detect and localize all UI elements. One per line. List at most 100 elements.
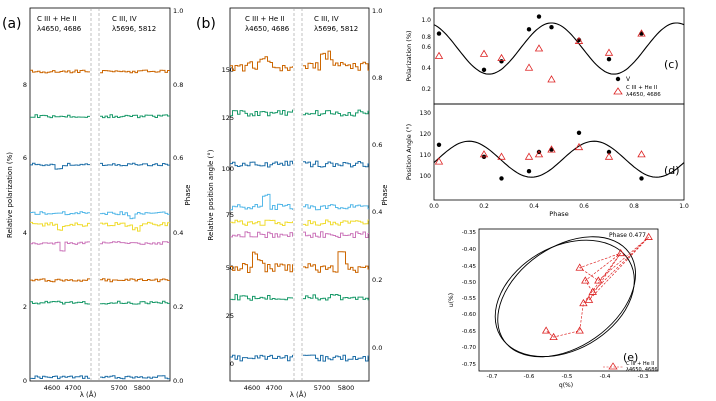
panel-b-phase-tick: 0.6 bbox=[372, 141, 382, 149]
panel-a-phase-tick: 1.0 bbox=[173, 7, 183, 15]
panel-c-ylabel: Polarization (%) bbox=[405, 30, 413, 81]
panel-a-ytick: 6 bbox=[23, 154, 27, 162]
panel-d-xtick: 0.6 bbox=[579, 203, 589, 210]
panel-e-ytick: -0.65 bbox=[462, 329, 477, 335]
panel-d-ylabel: Position Angle (°) bbox=[405, 124, 413, 180]
panel-e-point bbox=[594, 276, 603, 284]
spectrum-a-right bbox=[100, 375, 170, 380]
panel-e-point bbox=[581, 276, 590, 284]
panel-e-ytick: -0.40 bbox=[462, 247, 477, 253]
spectrum-a-left bbox=[30, 241, 90, 252]
panel-b-phase-tick: 0.4 bbox=[372, 208, 382, 216]
panel-e-ytick: -0.60 bbox=[462, 312, 477, 318]
spectrum-b-right bbox=[303, 231, 369, 238]
panel-c-v-point bbox=[536, 14, 542, 19]
panel-c-line-point bbox=[497, 53, 506, 62]
panel-a-frame bbox=[29, 7, 171, 382]
panel-e-xtick: -0.4 bbox=[600, 374, 611, 380]
panel-b-spectra bbox=[230, 50, 369, 362]
panel-a-right-label: C III, IV bbox=[112, 15, 137, 23]
panel-d-xtick: 0.0 bbox=[429, 203, 439, 210]
panel-b-left-label: C III + He II bbox=[245, 15, 285, 23]
panel-a-xtick: 4700 bbox=[65, 384, 82, 392]
spectrum-b-left bbox=[230, 160, 293, 168]
spectrum-b-left bbox=[230, 251, 293, 273]
spectrum-a-right bbox=[100, 300, 170, 305]
panel-a-phase-tick: 0.2 bbox=[173, 303, 183, 311]
spectrum-a-left bbox=[30, 221, 90, 231]
panel-a: (a) C III + He II λ4650, 4686 C III, IV … bbox=[2, 7, 192, 399]
spectrum-b-right bbox=[303, 219, 369, 226]
panel-d-line-point bbox=[534, 150, 544, 158]
spectrum-a-left bbox=[30, 375, 90, 380]
panel-b-xlabel: λ (Å) bbox=[290, 390, 307, 399]
spectrum-b-right bbox=[303, 204, 369, 211]
panel-a-left-label: C III + He II bbox=[37, 15, 77, 23]
panel-d-line-point bbox=[547, 145, 556, 153]
panel-a-ylabel: Relative polarization (%) bbox=[6, 152, 14, 238]
panel-c-v-point bbox=[549, 25, 554, 30]
panel-d-v-point bbox=[576, 130, 582, 135]
panel-c-line-point bbox=[574, 36, 584, 44]
panel-d-xtick: 0.4 bbox=[529, 203, 539, 210]
panel-d-line-point bbox=[479, 150, 489, 158]
panel-e-path bbox=[545, 236, 649, 338]
panel-d-v-point bbox=[606, 149, 612, 155]
panel-e-ytick: -0.50 bbox=[462, 280, 477, 286]
panel-c-marks bbox=[433, 14, 685, 83]
panel-a-right-wave: λ5696, 5812 bbox=[112, 25, 156, 33]
panel-b-right-wave: λ5696, 5812 bbox=[314, 25, 358, 33]
panel-b-ytick: 100 bbox=[222, 165, 234, 173]
panel-e-xlabel: q(%) bbox=[559, 382, 573, 389]
panel-a-xtick: 5800 bbox=[134, 384, 151, 392]
panel-a-ytick: 4 bbox=[23, 229, 27, 237]
spectrum-b-right bbox=[303, 109, 369, 117]
panel-d-line-point bbox=[574, 142, 584, 151]
panel-e-ellipse bbox=[494, 239, 635, 358]
panel-a-letter: (a) bbox=[2, 16, 22, 32]
panel-b-letter: (b) bbox=[196, 16, 216, 32]
legend-line-marker bbox=[613, 87, 623, 95]
panel-e-annotation: Phase 0.477 bbox=[609, 232, 646, 239]
spectrum-a-left bbox=[30, 114, 90, 119]
spectrum-b-left bbox=[230, 219, 293, 226]
panel-a-phase-tick: 0.0 bbox=[173, 377, 183, 385]
panel-c-v-point bbox=[481, 67, 487, 73]
panel-d-v-point bbox=[639, 176, 644, 181]
spectrum-b-right bbox=[303, 50, 369, 71]
legend-e-label: C III + He II bbox=[626, 361, 654, 367]
panel-a-spectra bbox=[30, 69, 170, 380]
spectrum-a-right bbox=[100, 221, 170, 232]
panel-b-phase-tick: 0.8 bbox=[372, 74, 382, 82]
panel-a-xlabel: λ (Å) bbox=[80, 390, 97, 399]
panel-d-xtick: 1.0 bbox=[679, 203, 689, 210]
panel-b-xtick: 4700 bbox=[266, 384, 283, 392]
spectrum-a-right bbox=[100, 162, 170, 167]
legend-e-marker bbox=[608, 362, 618, 370]
spectrum-b-left bbox=[230, 56, 293, 72]
panel-b: (b) C III + He II λ4650, 4686 C III, IV … bbox=[196, 7, 389, 399]
panel-d-frame bbox=[433, 103, 685, 201]
panel-d-line-point bbox=[434, 157, 444, 165]
panel-c-ytick: 1.0 bbox=[421, 17, 431, 24]
spectrum-a-right bbox=[100, 278, 170, 283]
panel-e-ytick: -0.35 bbox=[462, 230, 477, 236]
legend-v-label: V bbox=[626, 76, 631, 83]
spectrum-a-left bbox=[30, 300, 90, 305]
panel-d-marks bbox=[433, 130, 685, 181]
legend-line-label: C III + He II bbox=[626, 85, 657, 91]
panel-e-xtick: -0.6 bbox=[524, 374, 535, 380]
panel-b-ytick: 0 bbox=[230, 360, 234, 368]
spectrum-a-left bbox=[30, 69, 90, 74]
panel-d-xtick: 0.2 bbox=[479, 203, 489, 210]
panel-c-line-point bbox=[524, 63, 534, 71]
panel-c-ytick: 0.4 bbox=[421, 65, 431, 72]
panel-c-fit-curve bbox=[433, 22, 685, 75]
panel-c-ytick: 0.2 bbox=[421, 86, 431, 93]
spectrum-b-right bbox=[303, 251, 369, 273]
panel-c-ytick: 0.6 bbox=[421, 44, 431, 51]
panel-a-phase-tick: 0.8 bbox=[173, 81, 183, 89]
panel-d-ytick: 110 bbox=[420, 152, 432, 159]
panel-a-ytick: 2 bbox=[23, 303, 27, 311]
panel-e-point bbox=[644, 232, 653, 240]
